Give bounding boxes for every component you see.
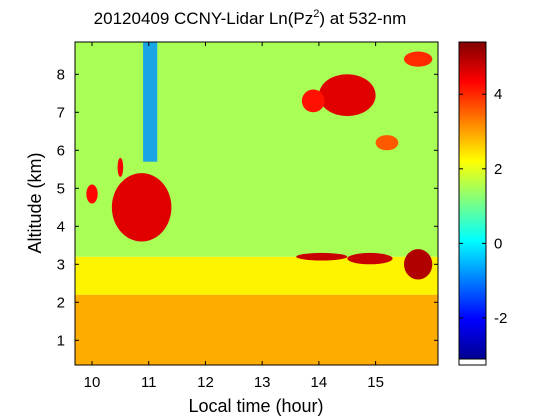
heatmap-region-cloud-4 xyxy=(111,173,172,242)
heatmap-region-cloud-13 xyxy=(403,249,433,280)
x-tick-label: 14 xyxy=(311,374,328,391)
colorbar-ticks: -2 0 2 4 xyxy=(459,86,507,327)
x-axis-label: Local time (hour) xyxy=(188,396,323,416)
heatmap-region-cloud-6 xyxy=(86,184,98,204)
y-tick-label: 1 xyxy=(57,332,65,349)
chart-title-prefix: 20120409 CCNY-Lidar Ln(Pz xyxy=(94,9,314,28)
heatmap-region-boundary-layer-0 xyxy=(75,294,438,365)
y-tick-label: 5 xyxy=(57,180,65,197)
heatmap-region-cloud-5 xyxy=(117,157,124,177)
heatmap-region-cloud-8 xyxy=(301,89,325,113)
y-tick-label: 3 xyxy=(57,256,65,273)
x-tick-label: 12 xyxy=(197,374,214,391)
colorbar-tick-label: 2 xyxy=(494,161,502,178)
x-tick-label: 13 xyxy=(254,374,271,391)
heatmap-region-low-signal-column-3 xyxy=(143,42,158,162)
y-tick-label: 2 xyxy=(57,294,65,311)
x-tick-label: 10 xyxy=(84,374,101,391)
x-tick-label: 11 xyxy=(141,374,157,391)
plot-area xyxy=(75,42,438,365)
plot-frame xyxy=(74,41,439,366)
heatmap-region-cloud-9 xyxy=(403,51,433,67)
chart-title: 20120409 CCNY-Lidar Ln(Pz2) at 532-nm xyxy=(94,8,407,28)
colorbar xyxy=(458,41,487,360)
colorbar-tick-label: -2 xyxy=(494,310,507,327)
y-axis-label: Altitude (km) xyxy=(25,152,45,253)
colorbar-tick-label: 0 xyxy=(494,235,502,252)
chart-title-suffix: ) at 532-nm xyxy=(319,9,406,28)
colorbar-end-cap xyxy=(458,358,487,366)
y-tick-label: 8 xyxy=(57,66,65,83)
y-tick-label: 7 xyxy=(57,104,65,121)
heatmap-region-cloud-7 xyxy=(318,74,376,117)
y-tick-label: 6 xyxy=(57,142,65,159)
heatmap-region-cloud-12 xyxy=(347,252,393,265)
heatmap-region-cloud-11 xyxy=(296,252,348,261)
heatmap-region-cloud-10 xyxy=(375,135,399,151)
colorbar-tick-label: 4 xyxy=(494,86,502,103)
x-tick-label: 15 xyxy=(367,374,384,391)
y-tick-label: 4 xyxy=(57,218,65,235)
y-axis-ticks: 1 2 3 4 5 6 7 8 xyxy=(57,66,438,349)
x-axis-ticks: 10 11 12 13 14 15 xyxy=(84,42,384,391)
chart-title-superscript: 2 xyxy=(313,8,319,20)
